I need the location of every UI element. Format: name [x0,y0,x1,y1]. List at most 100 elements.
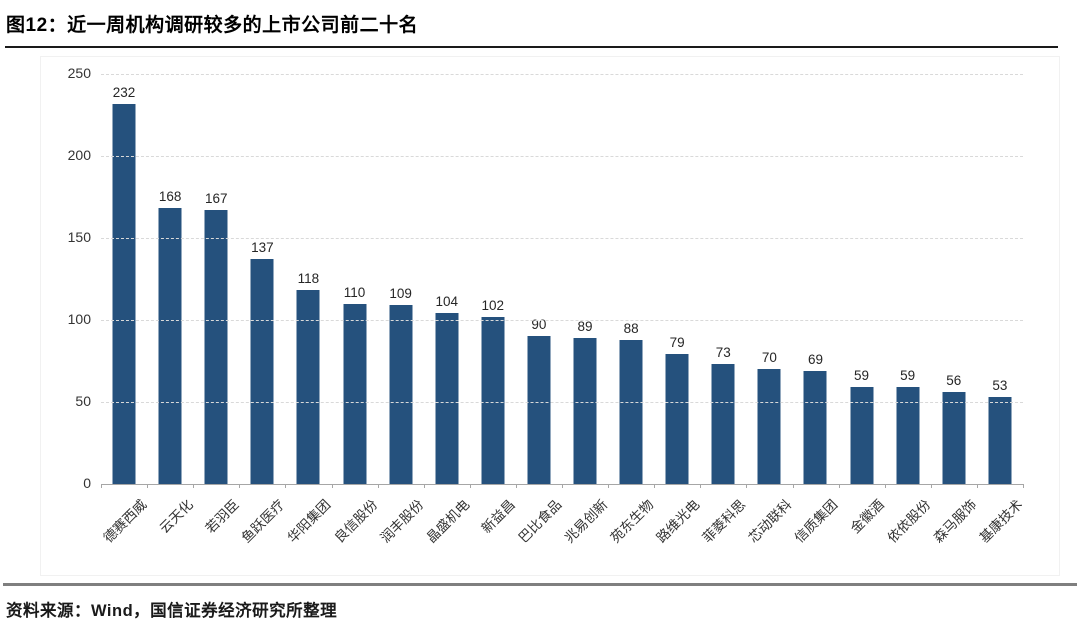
bar-group: 59 依依股份 [884,74,933,545]
gridline-250 [101,74,1023,75]
x-axis-tick [746,484,748,488]
x-axis-tick [700,484,702,488]
bar-信质集团 [803,370,827,484]
bar-金徽酒 [850,387,874,484]
value-label: 109 [389,286,412,302]
value-label: 79 [669,335,685,351]
bar-晶盛机电 [435,313,459,484]
value-label: 56 [946,373,962,389]
value-label: 53 [992,378,1008,394]
value-label: 232 [112,84,136,100]
bar-group: 168 云天化 [147,74,195,536]
x-axis-label: 巴比食品 [515,496,565,546]
bar-group: 109 润丰股份 [377,74,426,545]
bar-group: 79 路维光电 [654,74,703,545]
bar-华阳集团 [296,290,320,484]
y-axis-label-150: 150 [67,229,91,245]
x-axis-tick [147,484,149,488]
bar-group: 53 基康技术 [976,74,1025,546]
x-axis-tick [1023,484,1024,488]
x-axis-label: 德赛西威 [100,496,150,546]
bar-路维光电 [665,354,689,484]
x-axis-label: 云天化 [156,496,196,537]
bar-group: 56 森马服饰 [930,74,979,545]
x-axis-tick [515,484,517,488]
x-axis-tick [423,484,425,488]
x-axis-label: 信质集团 [792,496,841,546]
x-axis-label: 依依股份 [884,496,934,546]
bar-group: 70 芯动联科 [746,74,795,545]
bar-鱼跃医疗 [250,259,274,484]
x-axis-tick [285,484,287,488]
value-label: 104 [435,294,458,310]
bar-group: 69 信质集团 [792,74,841,546]
bar-group: 104 晶盛机电 [423,74,472,545]
bar-润丰股份 [389,305,413,484]
gridline-200 [101,156,1023,157]
value-label: 90 [531,317,547,333]
bar-若羽臣 [204,210,228,484]
x-axis-label: 润丰股份 [377,496,427,546]
x-axis-tick [562,484,563,488]
x-axis-label: 新益昌 [478,496,519,537]
x-axis-label: 基康技术 [976,496,1026,546]
bar-巴比食品 [527,336,551,484]
bar-苑东生物 [619,339,643,484]
x-axis-tick [239,484,241,488]
value-label: 89 [577,319,593,335]
x-axis-tick [608,484,610,488]
figure-title: 图12：近一周机构调研较多的上市公司前二十名 [6,15,419,36]
value-label: 167 [204,191,228,207]
value-label: 59 [900,368,916,384]
x-axis-tick [193,484,195,488]
gridline-150 [101,238,1023,239]
y-axis-label-50: 50 [75,393,91,409]
x-axis-label: 华阳集团 [285,496,334,546]
bar-group: 59 金徽酒 [839,74,887,536]
y-axis-label-100: 100 [67,311,91,327]
x-axis-label: 菲菱科思 [699,496,749,546]
bar-series: 232 德赛西威 168 云天化 167 若羽臣 137 鱼跃医疗 118 华阳集团 110 良信股份… [101,74,1026,546]
x-axis-tick [654,484,656,488]
bar-菲菱科思 [711,364,735,484]
bar-良信股份 [343,303,367,484]
source-note: 资料来源：Wind，国信证券经济研究所整理 [6,602,338,620]
bar-group: 89 兆易创新 [562,74,611,546]
x-axis-label: 兆易创新 [561,496,611,546]
footer-divider [3,583,1077,586]
bar-group: 73 菲菱科思 [700,74,749,545]
bar-group: 167 若羽臣 [193,74,241,536]
value-label: 110 [343,284,366,300]
value-label: 73 [715,345,731,361]
gridline-100 [101,320,1023,321]
y-axis-label-200: 200 [67,147,91,163]
x-axis-tick [792,484,794,488]
x-axis-tick [469,484,471,488]
value-label: 137 [251,240,274,256]
bar-group: 232 德赛西威 [101,74,150,546]
x-axis-label: 苑东生物 [607,496,657,546]
x-axis-tick [377,484,379,488]
x-axis-tick [884,484,886,488]
x-axis-label: 晶盛机电 [423,496,473,546]
x-axis-label: 金徽酒 [847,496,887,537]
y-axis-label-0: 0 [83,475,91,491]
value-label: 59 [854,368,870,384]
bar-森马服饰 [942,392,966,484]
value-label: 70 [761,350,777,366]
bar-group: 118 华阳集团 [285,74,334,545]
x-axis-tick [331,484,333,488]
bar-芯动联科 [757,369,781,484]
bar-兆易创新 [573,338,597,484]
bar-基康技术 [988,397,1012,484]
bar-云天化 [158,208,182,484]
y-axis-label-250: 250 [67,65,91,81]
bar-chart: 232 德赛西威 168 云天化 167 若羽臣 137 鱼跃医疗 118 华阳集团 110 良信股份… [40,56,1060,576]
x-axis-label: 芯动联科 [746,496,795,546]
value-label: 69 [807,351,823,367]
bar-依依股份 [896,387,920,484]
x-axis-tick [930,484,932,488]
x-axis-tick [976,484,978,488]
bar-group: 90 巴比食品 [516,74,565,545]
x-axis-label: 鱼跃医疗 [238,496,288,546]
